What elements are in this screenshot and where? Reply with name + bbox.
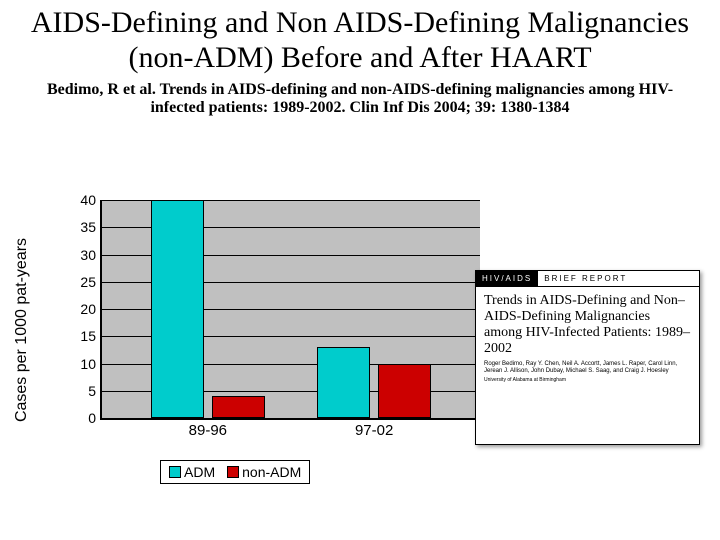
legend-item: non-ADM — [227, 464, 301, 480]
y-axis-label: Cases per 1000 pat-years — [13, 238, 31, 422]
bar — [151, 200, 204, 418]
y-tick-label: 5 — [88, 383, 96, 399]
inset-header: HIV/AIDS BRIEF REPORT — [476, 271, 699, 287]
inset-title: Trends in AIDS-Defining and Non–AIDS-Def… — [476, 287, 699, 361]
y-tick-label: 30 — [80, 247, 96, 263]
y-tick-label: 0 — [88, 410, 96, 426]
legend-item: ADM — [169, 464, 215, 480]
x-category-label: 97-02 — [355, 422, 393, 439]
citation-text: Bedimo, R et al. Trends in AIDS-defining… — [0, 77, 720, 122]
bar — [317, 347, 370, 418]
y-tick-label: 40 — [80, 192, 96, 208]
y-tick-label: 15 — [80, 328, 96, 344]
inset-affiliation: University of Alabama at Birmingham — [476, 377, 699, 383]
bar-chart: Cases per 1000 pat-years 051015202530354… — [30, 200, 480, 460]
legend-label: non-ADM — [242, 464, 301, 480]
legend-swatch — [227, 466, 239, 478]
slide-title: AIDS-Defining and Non AIDS-Defining Mali… — [0, 0, 720, 77]
y-tick-label: 10 — [80, 356, 96, 372]
x-category-label: 89-96 — [189, 422, 227, 439]
y-tick-label: 20 — [80, 301, 96, 317]
inset-header-right: BRIEF REPORT — [538, 271, 699, 286]
legend-label: ADM — [184, 464, 215, 480]
inset-authors: Roger Bedimo, Ray Y. Chen, Neil A. Accor… — [476, 361, 699, 376]
inset-header-left: HIV/AIDS — [476, 271, 538, 286]
y-tick-label: 25 — [80, 274, 96, 290]
y-tick-label: 35 — [80, 219, 96, 235]
plot-area: 051015202530354089-9697-02 — [100, 200, 480, 420]
bar — [212, 396, 265, 418]
legend-swatch — [169, 466, 181, 478]
chart-legend: ADM non-ADM — [160, 460, 310, 484]
bar — [378, 364, 431, 419]
paper-inset: HIV/AIDS BRIEF REPORT Trends in AIDS-Def… — [475, 270, 700, 445]
